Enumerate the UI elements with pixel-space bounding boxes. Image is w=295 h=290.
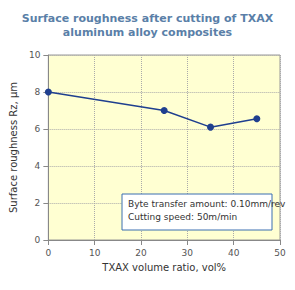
svg-text:TXAX volume ratio, vol%: TXAX volume ratio, vol%: [101, 262, 226, 273]
svg-text:8: 8: [35, 87, 41, 97]
svg-text:Cutting speed: 50m/min: Cutting speed: 50m/min: [128, 212, 237, 222]
svg-text:aluminum alloy composites: aluminum alloy composites: [63, 26, 233, 39]
svg-text:0: 0: [45, 248, 51, 258]
svg-text:2: 2: [35, 198, 41, 208]
svg-text:10: 10: [29, 50, 41, 60]
svg-text:6: 6: [35, 124, 41, 134]
svg-text:Surface roughness Rz, μm: Surface roughness Rz, μm: [8, 82, 19, 213]
svg-text:50: 50: [274, 248, 286, 258]
svg-text:Byte transfer amount: 0.10mm/r: Byte transfer amount: 0.10mm/rev: [128, 199, 286, 209]
svg-text:40: 40: [228, 248, 240, 258]
svg-text:0: 0: [35, 235, 41, 245]
svg-text:10: 10: [89, 248, 101, 258]
svg-text:20: 20: [135, 248, 147, 258]
svg-text:30: 30: [182, 248, 194, 258]
svg-text:Surface roughness after cuttin: Surface roughness after cutting of TXAX: [22, 12, 274, 25]
svg-text:4: 4: [35, 161, 41, 171]
